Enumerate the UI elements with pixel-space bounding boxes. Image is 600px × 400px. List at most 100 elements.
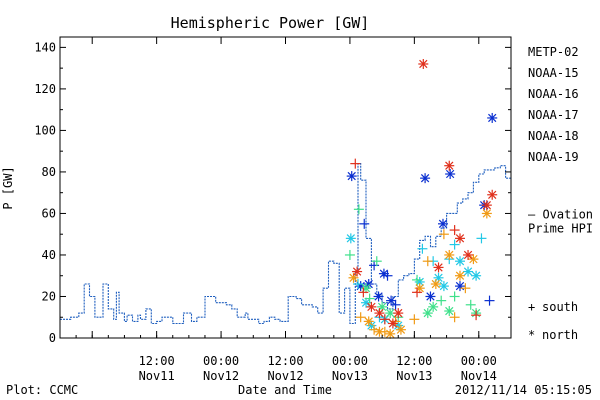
point-stroke — [438, 219, 448, 229]
data-point-noaa-19 — [444, 160, 455, 171]
data-point-noaa-16 — [449, 239, 460, 250]
x-tick-label: 12:00 — [396, 354, 432, 368]
marker-legend: + south * north — [528, 300, 578, 342]
data-point-noaa-19 — [350, 158, 361, 169]
data-point-noaa-19 — [481, 200, 492, 211]
y-tick-label: 140 — [34, 40, 56, 54]
point-stroke — [374, 292, 383, 301]
data-point-noaa-18 — [460, 283, 471, 294]
point-stroke — [367, 321, 376, 330]
point-stroke — [455, 257, 465, 266]
data-point-noaa-19 — [412, 287, 423, 298]
point-stroke — [394, 321, 403, 330]
x-tick-label: 00:00 — [461, 354, 497, 368]
data-point-noaa-16 — [463, 266, 474, 277]
point-stroke — [488, 190, 497, 199]
data-point-noaa-15 — [386, 295, 397, 306]
point-stroke — [488, 113, 497, 123]
y-tick-label: 80 — [42, 165, 56, 179]
data-point-noaa-19 — [487, 189, 498, 200]
data-point-noaa-16 — [471, 270, 482, 281]
data-point-noaa-18 — [430, 279, 441, 290]
marker-symbol: * — [528, 328, 535, 342]
point-stroke — [386, 296, 396, 305]
point-stroke — [379, 269, 389, 278]
data-point-noaa-19 — [358, 287, 369, 298]
data-point-noaa-16 — [417, 243, 428, 254]
data-point-noaa-18 — [444, 249, 455, 260]
data-point-noaa-19 — [374, 308, 385, 319]
data-point-noaa-15 — [445, 169, 456, 180]
data-point-noaa-19 — [379, 314, 390, 325]
point-stroke — [439, 281, 449, 291]
point-stroke — [394, 308, 403, 318]
point-stroke — [463, 250, 473, 260]
x-tick-date-label: Nov14 — [461, 369, 497, 383]
data-point-noaa-18 — [438, 229, 449, 240]
point-stroke — [352, 267, 362, 276]
point-stroke — [455, 281, 465, 291]
data-point-noaa-15 — [382, 270, 393, 281]
data-point-noaa-17 — [412, 274, 423, 285]
legend-item: NOAA-16 — [528, 87, 579, 101]
point-stroke — [431, 279, 441, 289]
y-tick-label: 20 — [42, 289, 56, 303]
legend-item: NOAA-15 — [528, 66, 579, 80]
x-axis-label: Date and Time — [238, 383, 332, 397]
data-point-noaa-16 — [352, 279, 363, 290]
data-point-noaa-16 — [476, 233, 487, 244]
point-stroke — [347, 171, 356, 181]
point-stroke — [482, 200, 492, 210]
data-point-noaa-19 — [418, 58, 429, 69]
data-point-noaa-19 — [449, 225, 460, 236]
y-tick-label: 40 — [42, 248, 56, 262]
ovation-label-line2: Prime HPI — [528, 221, 593, 235]
data-point-noaa-18 — [385, 328, 396, 339]
footer-timestamp: 2012/11/14 05:15:05 — [455, 383, 592, 397]
data-point-noaa-15 — [390, 299, 401, 310]
data-point-noaa-15 — [420, 173, 431, 184]
plot-frame — [59, 36, 512, 339]
data-point-noaa-15 — [369, 260, 380, 271]
x-tick-labels: 12:00Nov1100:00Nov1212:00Nov1200:00Nov13… — [139, 354, 497, 383]
data-point-noaa-17 — [371, 256, 382, 267]
marker-symbol: + — [528, 300, 535, 314]
data-point-noaa-17 — [422, 308, 433, 319]
point-stroke — [455, 234, 465, 243]
x-tick-date-label: Nov13 — [332, 369, 368, 383]
data-point-noaa-16 — [454, 256, 465, 267]
legend-item: NOAA-17 — [528, 108, 579, 122]
point-stroke — [463, 267, 473, 276]
ovation-hpi-series — [60, 163, 511, 325]
x-tick-label: 12:00 — [139, 354, 175, 368]
data-point-noaa-19 — [366, 301, 377, 312]
data-point-noaa-15 — [484, 295, 495, 306]
point-stroke — [426, 292, 435, 301]
x-tick-date-label: Nov11 — [139, 369, 175, 383]
data-point-noaa-18 — [409, 314, 420, 325]
data-point-noaa-18 — [414, 283, 425, 294]
point-stroke — [361, 298, 371, 307]
data-point-noaa-15 — [487, 112, 498, 123]
data-point-noaa-17 — [364, 293, 375, 304]
x-tick-label: 12:00 — [267, 354, 303, 368]
marker-label: south — [542, 300, 578, 314]
y-tick-label: 60 — [42, 206, 56, 220]
data-point-noaa-16 — [438, 281, 449, 292]
x-tick-label: 00:00 — [203, 354, 239, 368]
x-tick-date-label: Nov12 — [203, 369, 239, 383]
data-point-noaa-18 — [449, 312, 460, 323]
data-point-noaa-17 — [436, 295, 447, 306]
data-point-noaa-19 — [387, 318, 398, 329]
data-point-noaa-17 — [465, 299, 476, 310]
point-stroke — [375, 308, 384, 318]
data-point-noaa-18 — [454, 270, 465, 281]
data-point-noaa-15 — [425, 291, 436, 302]
data-point-noaa-15 — [346, 171, 357, 182]
data-point-noaa-15 — [437, 218, 448, 229]
point-stroke — [445, 161, 454, 170]
point-stroke — [445, 169, 455, 179]
y-axis-label: P [GW] — [1, 166, 15, 209]
point-stroke — [455, 271, 465, 280]
